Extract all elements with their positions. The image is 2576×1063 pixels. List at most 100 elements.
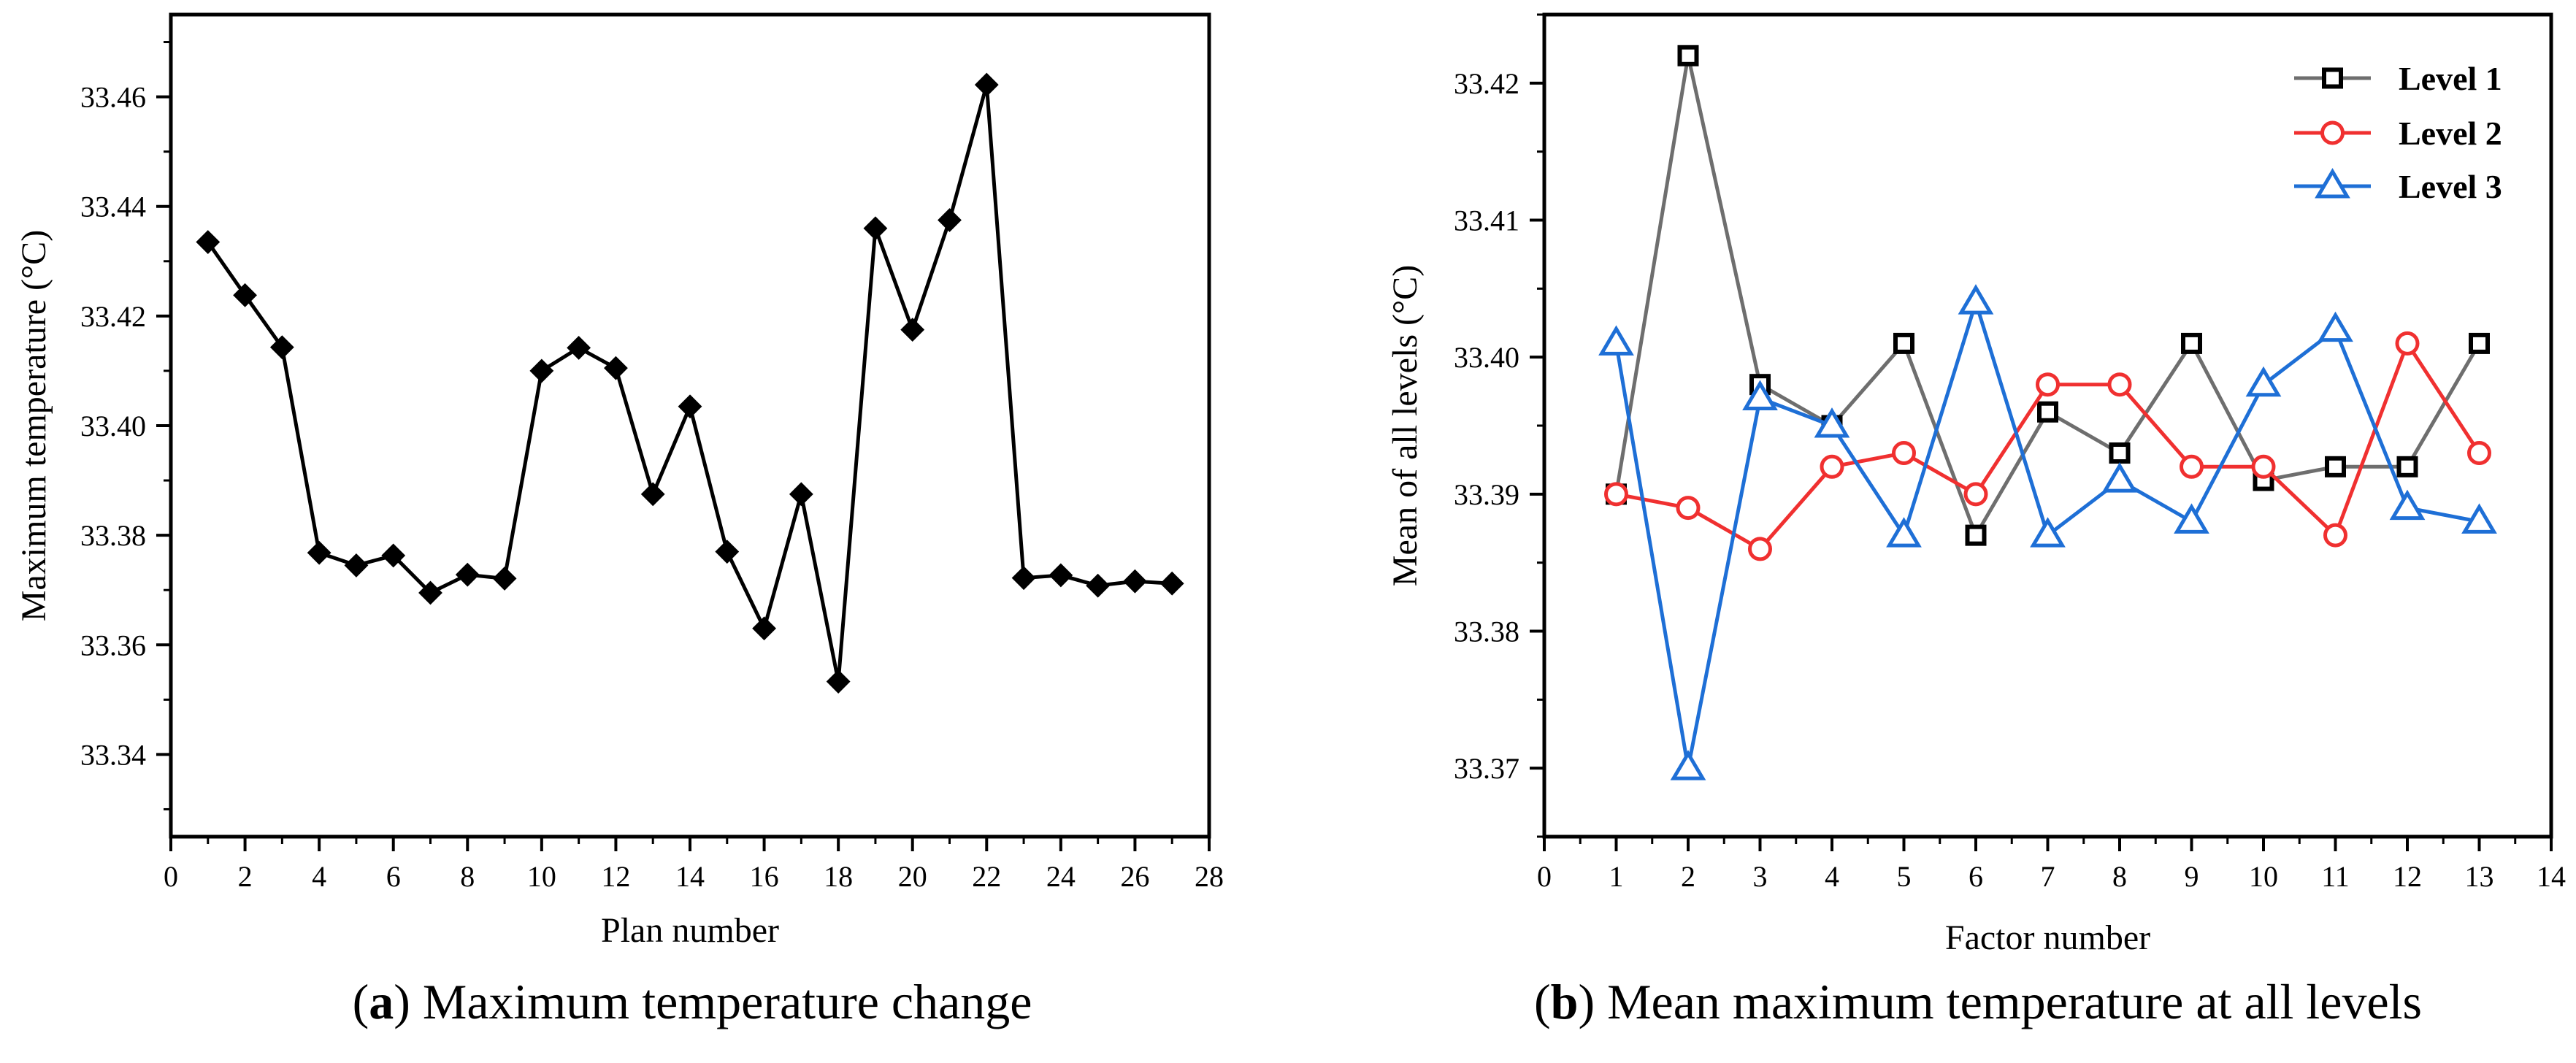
b-series-1 <box>1606 45 2490 546</box>
b-legend-marker-1 <box>2322 67 2343 89</box>
b-legend-label-1: Level 1 <box>2399 60 2502 97</box>
a-x-tick-label: 8 <box>460 860 475 893</box>
b-series-2 <box>1604 331 2491 561</box>
caption-b-text: Mean maximum temperature at all levels <box>1595 974 2422 1029</box>
b-series-2-point <box>1820 454 1844 479</box>
b-series-3-point <box>2461 503 2497 534</box>
b-legend-marker-3 <box>2315 168 2350 199</box>
b-y-tick-label: 33.39 <box>1454 478 1519 511</box>
b-series-3-point <box>2101 462 2138 493</box>
b-x-tick-label: 14 <box>2537 860 2566 893</box>
a-series-1-point <box>900 318 925 342</box>
b-series-1-point <box>2037 401 2058 423</box>
b-x-tick-label: 2 <box>1681 860 1695 893</box>
a-y-tick-label: 33.34 <box>80 738 146 771</box>
a-series-1-point <box>604 356 628 380</box>
a-x-tick-label: 24 <box>1046 860 1076 893</box>
a-x-tick-label: 26 <box>1120 860 1149 893</box>
b-series-2-point <box>1892 441 1916 466</box>
a-x-tick-label: 18 <box>824 860 853 893</box>
b-series-1-point <box>1965 524 1987 546</box>
b-series-2-point <box>2180 454 2204 479</box>
b-series-1-point <box>2396 456 2418 477</box>
b-series-2-point <box>2395 331 2420 356</box>
b-x-tick-label: 0 <box>1537 860 1552 893</box>
a-x-axis-title: Plan number <box>601 911 779 950</box>
b-series-2-point <box>1604 482 1628 507</box>
b-series-2-point <box>1676 496 1701 521</box>
b-series-1-point <box>2109 442 2131 464</box>
a-y-tick-label: 33.44 <box>80 191 146 223</box>
a-plot-frame <box>169 12 1211 839</box>
b-series-2-point <box>1748 537 1772 561</box>
b-legend: Level 1 Level 2 Level 3 <box>2294 60 2502 205</box>
a-series-1-point <box>418 580 442 605</box>
b-series-1-point <box>2469 332 2490 354</box>
a-series-1-point <box>529 358 554 383</box>
a-series-1-point <box>455 562 480 587</box>
b-series-2-point <box>2323 523 2347 548</box>
a-series-1-point <box>1049 563 1073 588</box>
b-x-tick-label: 7 <box>2041 860 2055 893</box>
b-series-2-point <box>2107 372 2132 397</box>
a-x-tick-label: 0 <box>164 860 178 893</box>
b-series-3-point <box>1670 750 1706 780</box>
a-y-tick-label: 33.36 <box>80 629 146 661</box>
a-series-1-point <box>492 567 517 591</box>
caption-a: (a) Maximum temperature change <box>353 974 1032 1029</box>
a-series-1-point <box>381 543 406 568</box>
b-series-2-point <box>2251 454 2276 479</box>
a-y-tick-label: 33.46 <box>80 81 146 114</box>
a-series-1 <box>196 72 1184 694</box>
b-series-3-point <box>1598 325 1634 356</box>
a-series-1-line <box>206 82 1173 684</box>
b-x-tick-label: 9 <box>2185 860 2199 893</box>
b-x-tick-label: 8 <box>2112 860 2127 893</box>
a-x-tick-label: 10 <box>527 860 556 893</box>
b-series-3-point <box>2174 503 2209 534</box>
b-y-tick-label: 33.38 <box>1454 615 1519 648</box>
a-x-tick-label: 28 <box>1195 860 1224 893</box>
b-series-3-point <box>2389 489 2426 521</box>
b-x-axis-title: Factor number <box>1945 918 2150 957</box>
b-y-tick-label: 33.41 <box>1454 204 1519 237</box>
a-x-tick-label: 12 <box>601 860 630 893</box>
caption-b-letter: b <box>1551 974 1579 1029</box>
caption-a-letter: a <box>369 974 394 1029</box>
b-series-1-point <box>2325 456 2346 477</box>
b-series-3-point <box>1814 407 1850 438</box>
b-x-tick-label: 1 <box>1609 860 1624 893</box>
b-x-tick-label: 5 <box>1897 860 1912 893</box>
a-series-1-point <box>567 335 591 360</box>
a-series-1-point <box>752 616 776 641</box>
a-series-1-point <box>269 335 294 360</box>
a-x-tick-label: 2 <box>238 860 253 893</box>
b-series-2-point <box>1963 482 1988 507</box>
a-y-tick-label: 33.42 <box>80 300 146 333</box>
b-series-3-point <box>2030 517 2066 548</box>
b-x-tick-label: 11 <box>2321 860 2350 893</box>
a-x-tick-label: 16 <box>750 860 779 893</box>
a-x-tick-label: 4 <box>312 860 326 893</box>
b-legend-label-2: Level 2 <box>2399 115 2502 152</box>
b-x-tick-label: 12 <box>2393 860 2422 893</box>
a-y-tick-label: 33.40 <box>80 410 146 442</box>
b-series-3 <box>1598 284 2497 780</box>
b-y-axis-title: Mean of all levels (°C) <box>1386 265 1425 586</box>
b-legend-marker-2 <box>2320 120 2345 145</box>
b-y-tick-label: 33.37 <box>1454 752 1519 785</box>
a-y-axis-title: Maximum temperature (°C) <box>15 230 53 621</box>
b-x-tick-label: 4 <box>1825 860 1839 893</box>
a-x-tick-label: 20 <box>898 860 927 893</box>
a-series-1-point <box>938 208 962 232</box>
a-series-1-point <box>233 283 257 307</box>
chart-a: 0 2 4 6 8 10 12 14 16 18 20 22 24 26 2833.3433.3633.38… <box>15 12 1224 950</box>
a-series-1-point <box>344 553 369 577</box>
b-series-2-point <box>2036 372 2060 397</box>
caption-b: (b) Mean maximum temperature at all leve… <box>1534 974 2422 1029</box>
a-series-1-point <box>826 669 851 694</box>
a-series-1-point <box>863 216 888 241</box>
a-series-1-point <box>1086 573 1111 598</box>
b-series-3-point <box>1958 284 1994 315</box>
